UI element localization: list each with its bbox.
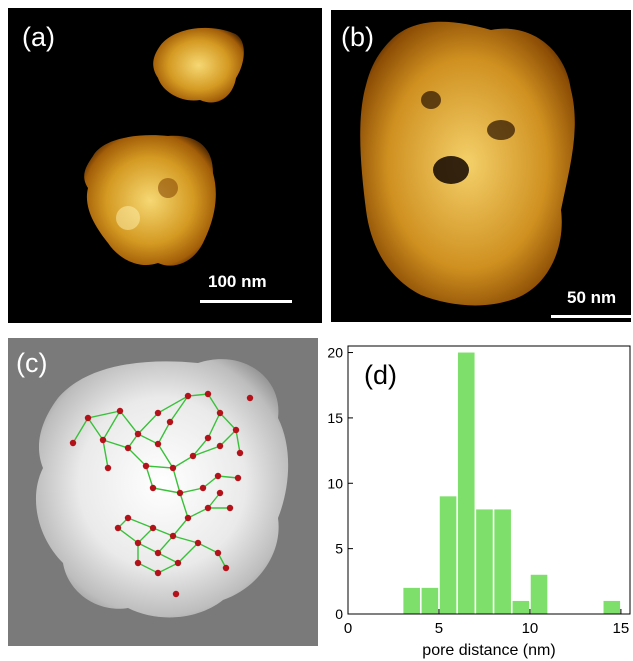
histogram-bar [476, 509, 493, 614]
histogram-bar [457, 352, 475, 614]
afm-image-a: (a) 100 nm [8, 8, 322, 323]
afm-image-b: (b) 50 nm [331, 10, 631, 322]
histogram-bar [530, 574, 548, 614]
histogram-bar [421, 587, 439, 614]
pore-network-image: (c) [8, 338, 318, 646]
panel-b-label: (b) [341, 22, 374, 52]
afm-image-a-graphic [8, 8, 322, 323]
y-tick-label: 10 [327, 475, 343, 491]
pore-network-graphic [8, 338, 318, 646]
panel-a-label: (a) [22, 22, 55, 52]
y-tick-label: 20 [327, 345, 343, 361]
panel-c-label: (c) [16, 348, 48, 378]
panel-d-label: (d) [364, 360, 397, 390]
x-tick-label: 15 [613, 620, 630, 637]
pore-distance-histogram: 0 5 10 15 20 0 5 10 15 pore distance (nm) (d) [322, 336, 633, 661]
scalebar-a-label: 100 nm [208, 272, 267, 291]
scalebar-b [551, 315, 631, 318]
x-tick-label: 0 [344, 620, 352, 637]
histogram-bar [403, 587, 420, 614]
x-tick-label: 10 [522, 620, 539, 637]
y-tick-label: 0 [335, 606, 343, 622]
y-tick-label: 5 [335, 541, 343, 557]
histogram-bar [494, 509, 511, 614]
scalebar-b-label: 50 nm [567, 288, 617, 307]
scalebar-a [200, 300, 292, 303]
histogram-chart: 0 5 10 15 20 0 5 10 15 pore distance (nm) [327, 345, 631, 659]
afm-image-b-graphic [331, 10, 631, 322]
histogram-bar [439, 496, 457, 614]
x-axis-label: pore distance (nm) [422, 642, 555, 659]
plot-frame [347, 345, 631, 615]
histogram-bar [512, 600, 530, 614]
histogram-bar [603, 600, 621, 614]
x-tick-label: 5 [435, 620, 443, 637]
network-nodes [69, 390, 254, 598]
y-tick-label: 15 [327, 410, 343, 426]
